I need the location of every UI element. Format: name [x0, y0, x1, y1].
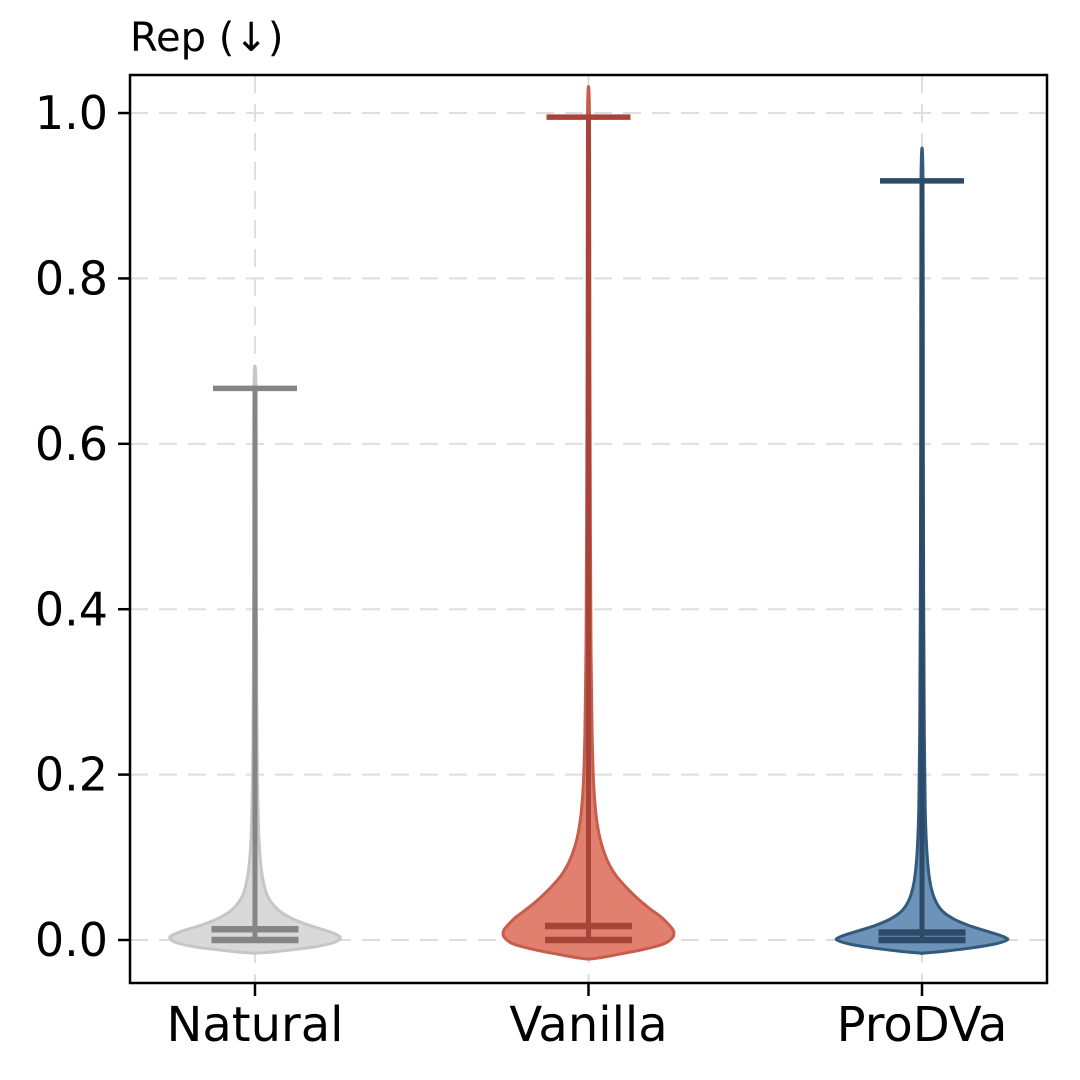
y-tick-label: 0.2: [35, 748, 108, 802]
violin-prodva: [834, 146, 1010, 955]
y-tick-label: 1.0: [35, 86, 108, 140]
y-tick-label: 0.8: [35, 252, 108, 306]
y-tick-label: 0.6: [35, 417, 108, 471]
y-axis: 0.0 0.2 0.4 0.6 0.8 1.0: [35, 86, 130, 967]
x-axis: Natural Vanilla ProDVa: [166, 983, 1007, 1053]
y-tick-label: 0.4: [35, 582, 108, 636]
chart-title: Rep (↓): [130, 15, 284, 61]
x-tick-label-vanilla: Vanilla: [509, 997, 667, 1053]
y-tick-label: 0.0: [35, 913, 108, 967]
x-tick-label-prodva: ProDVa: [837, 997, 1008, 1053]
violin-vanilla: [501, 85, 676, 961]
x-tick-label-natural: Natural: [166, 997, 343, 1053]
violin-natural: [168, 364, 342, 955]
